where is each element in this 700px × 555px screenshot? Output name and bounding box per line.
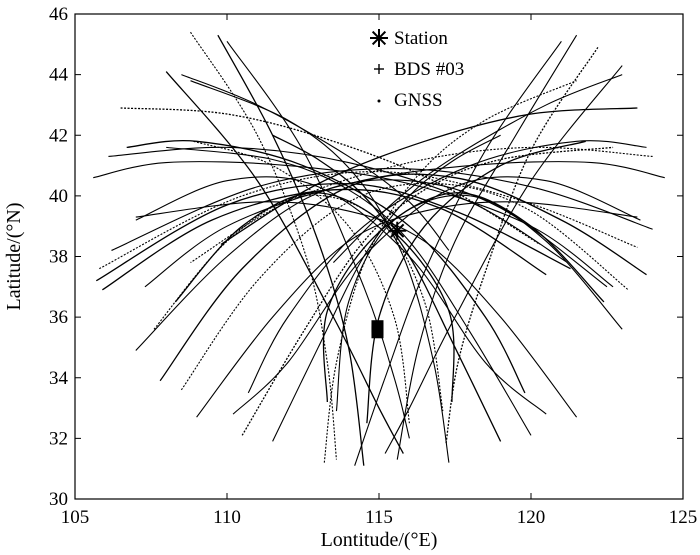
- legend-bds-symbol: [374, 64, 384, 74]
- gnss-track: [335, 194, 623, 412]
- y-tick-label: 34: [49, 368, 69, 389]
- gnss-track: [120, 107, 541, 245]
- gnss-track: [180, 182, 629, 391]
- gnss-track: [366, 140, 586, 424]
- gnss-track: [174, 192, 455, 403]
- gnss-track: [396, 34, 578, 460]
- x-tick-label: 105: [61, 507, 90, 528]
- gnss-track: [102, 188, 547, 291]
- station-marker: [388, 221, 407, 240]
- y-axis-label: Latitude/(°N): [3, 203, 25, 311]
- y-tick-label: 40: [49, 186, 68, 207]
- y-tick-label: 36: [49, 307, 68, 328]
- plot-frame: [74, 13, 684, 500]
- x-tick-label: 115: [365, 507, 393, 528]
- gnss-track: [272, 134, 501, 442]
- legend-station-symbol: [370, 29, 388, 47]
- gnss-track: [135, 201, 578, 418]
- x-tick-label: 110: [213, 507, 241, 528]
- gnss-track: [190, 146, 653, 264]
- gnss-track: [333, 74, 623, 263]
- y-tick-label: 38: [49, 247, 68, 268]
- gnss-track: [322, 192, 605, 403]
- legend-label: BDS #03: [394, 59, 464, 80]
- gnss-track: [323, 80, 577, 463]
- bds-marker: [371, 320, 384, 333]
- gnss-track: [217, 34, 365, 466]
- gnss-track: [165, 71, 404, 454]
- y-tick-label: 30: [49, 489, 68, 510]
- x-axis-label: Lontitude/(°E): [321, 529, 438, 551]
- gnss-track: [144, 161, 665, 288]
- gnss-track: [95, 182, 571, 282]
- gnss-track: [126, 140, 526, 394]
- gnss-track: [190, 80, 450, 463]
- gnss-track: [181, 74, 450, 251]
- gnss-track: [241, 146, 614, 436]
- y-tick-label: 44: [49, 65, 69, 86]
- y-tick-label: 42: [49, 125, 68, 146]
- gnss-track: [108, 146, 568, 264]
- gnss-track: [226, 40, 410, 439]
- gnss-track: [445, 46, 599, 445]
- gnss-track: [384, 65, 623, 454]
- legend-label: Station: [394, 28, 448, 49]
- gnss-tracks: [93, 31, 665, 466]
- gnss-track: [93, 161, 614, 288]
- x-tick-label: 120: [517, 507, 546, 528]
- legend-label: GNSS: [394, 90, 443, 111]
- gnss-track: [247, 140, 647, 394]
- x-tick-label: 125: [669, 507, 698, 528]
- gnss-track: [159, 173, 647, 382]
- gnss-track: [190, 31, 337, 460]
- markers: [371, 221, 407, 339]
- axis-ticks: 105 110 115 120 125 30 32 34 36 38 40 42 44 46: [49, 4, 697, 528]
- y-tick-label: 32: [49, 428, 68, 449]
- y-tick-label: 46: [49, 4, 68, 25]
- gnss-track: [272, 134, 502, 442]
- gnss-track: [135, 176, 547, 415]
- gnss-track: [196, 201, 638, 418]
- legend-gnss-symbol: [377, 99, 381, 103]
- gnss-track: [354, 40, 562, 466]
- legend: Station BDS #03 GNSS: [370, 28, 464, 111]
